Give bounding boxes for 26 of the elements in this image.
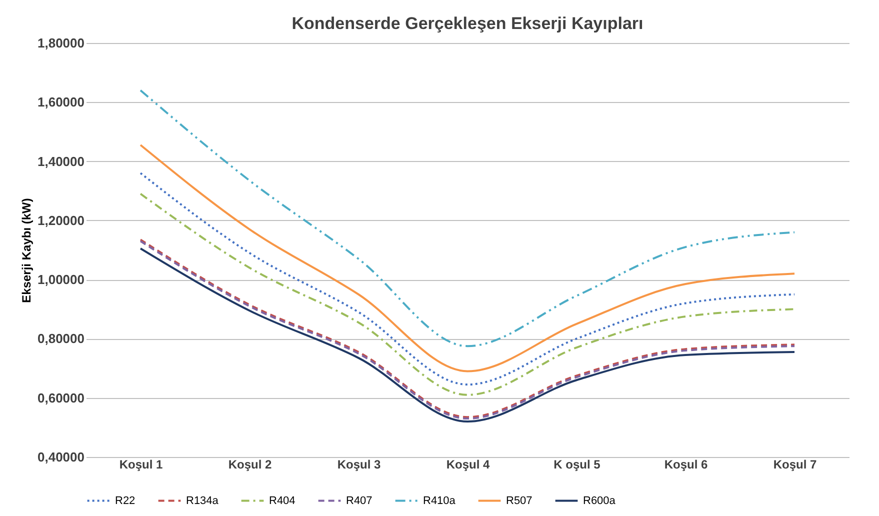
y-tick-label: 0,40000 bbox=[38, 450, 84, 464]
y-tick-label: 1,20000 bbox=[38, 212, 84, 228]
y-axis-title: Ekserji Kaybı (kW) bbox=[20, 198, 34, 303]
y-tick-label: 1,40000 bbox=[38, 154, 84, 169]
legend-label: R134a bbox=[186, 494, 220, 507]
y-tick-label: 0,60000 bbox=[38, 390, 84, 406]
chart-title: Kondenserde Gerçekleşen Ekserji Kayıpları bbox=[292, 14, 644, 33]
y-tick-label: 1,00000 bbox=[38, 272, 84, 288]
x-tick-label: Koşul 2 bbox=[228, 458, 272, 472]
x-tick-label: Koşul 3 bbox=[337, 458, 381, 472]
y-tick-label: 1,60000 bbox=[38, 94, 84, 110]
x-tick-label: Koşul 6 bbox=[664, 458, 708, 472]
legend-label: R404 bbox=[269, 494, 296, 507]
x-tick-label: K oşul 5 bbox=[554, 458, 601, 472]
y-tick-label: 0,80000 bbox=[38, 331, 84, 346]
x-tick-label: Koşul 4 bbox=[446, 458, 490, 472]
x-tick-label: Koşul 7 bbox=[773, 458, 817, 472]
legend-label: R407 bbox=[346, 494, 372, 507]
legend-label: R507 bbox=[506, 494, 532, 507]
x-tick-label: Koşul 1 bbox=[119, 458, 163, 472]
legend-label: R410a bbox=[423, 494, 456, 507]
legend-label: R22 bbox=[115, 494, 136, 507]
line-series bbox=[140, 89, 796, 348]
y-tick-label: 1,80000 bbox=[38, 36, 84, 50]
line-series bbox=[140, 144, 796, 372]
legend-label: R600a bbox=[583, 494, 616, 507]
